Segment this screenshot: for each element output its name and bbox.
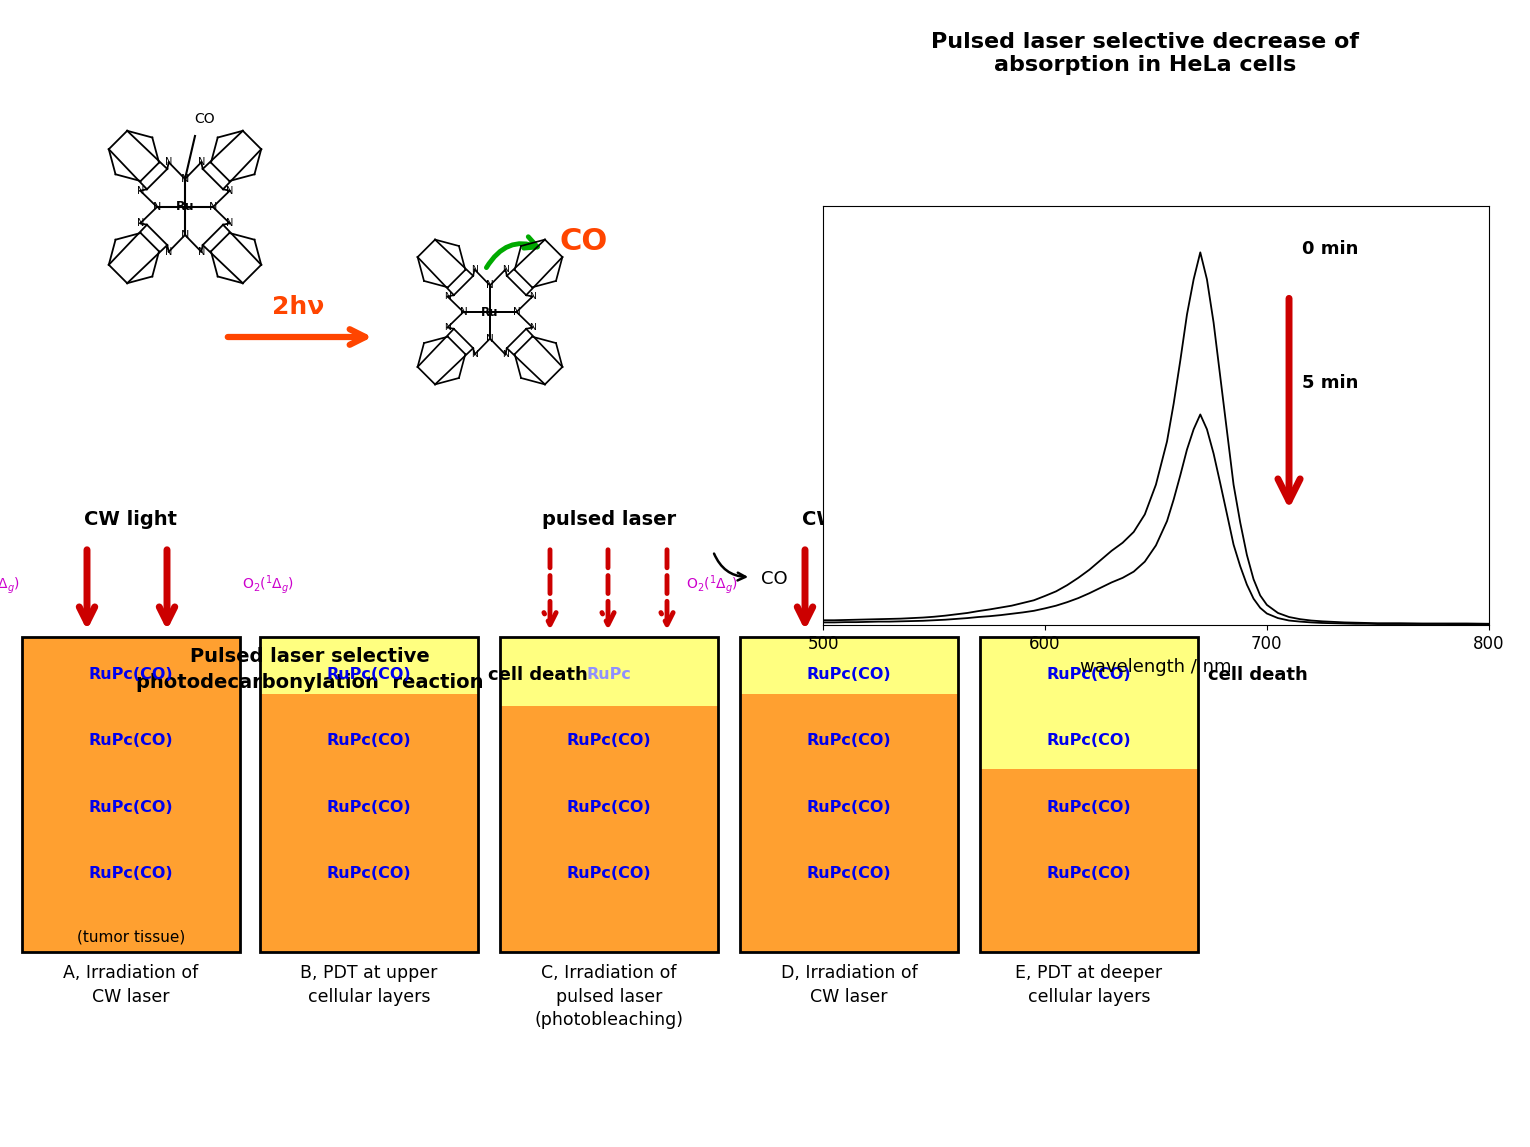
Text: RuPc: RuPc — [586, 668, 632, 682]
Text: C, Irradiation of
pulsed laser
(photobleaching): C, Irradiation of pulsed laser (photoble… — [534, 963, 684, 1029]
Bar — [21, 637, 240, 952]
Text: D, Irradiation of
CW laser: D, Irradiation of CW laser — [780, 963, 918, 1006]
Text: N: N — [197, 247, 205, 257]
Bar — [741, 637, 958, 694]
Text: RuPc(CO): RuPc(CO) — [327, 733, 412, 749]
Bar — [260, 637, 477, 952]
Text: N: N — [136, 186, 144, 196]
Text: Ru: Ru — [176, 201, 194, 213]
Text: O$_2$($^1\Delta_g$): O$_2$($^1\Delta_g$) — [685, 574, 737, 596]
Bar — [500, 707, 718, 952]
Text: 0 min: 0 min — [1302, 240, 1359, 258]
Text: Ru: Ru — [482, 305, 499, 319]
X-axis label: wavelength / nm: wavelength / nm — [1080, 658, 1232, 677]
Text: CW light: CW light — [84, 510, 177, 529]
Text: RuPc(CO): RuPc(CO) — [806, 866, 892, 881]
Text: N: N — [471, 265, 477, 274]
Text: RuPc(CO): RuPc(CO) — [89, 799, 173, 814]
Text: N: N — [487, 334, 494, 344]
Text: RuPc(CO): RuPc(CO) — [1047, 799, 1131, 814]
Text: RuPc(CO): RuPc(CO) — [89, 733, 173, 749]
Text: O$_2$($^1\Delta_g$): O$_2$($^1\Delta_g$) — [959, 574, 1013, 596]
Bar — [981, 770, 1198, 952]
Text: 5 min: 5 min — [1302, 374, 1359, 392]
Text: RuPc(CO): RuPc(CO) — [327, 866, 412, 881]
Text: RuPc(CO): RuPc(CO) — [89, 668, 173, 682]
Text: 2hν: 2hν — [272, 295, 324, 319]
Text: N: N — [444, 323, 451, 331]
Text: N: N — [502, 265, 509, 274]
Text: Pulsed laser selective decrease of
absorption in HeLa cells: Pulsed laser selective decrease of absor… — [930, 32, 1359, 76]
Text: O$_2$($^1\Delta_g$): O$_2$($^1\Delta_g$) — [242, 574, 294, 596]
Text: N: N — [208, 202, 217, 212]
Text: N: N — [487, 280, 494, 290]
Text: N: N — [136, 218, 144, 228]
Text: RuPc(CO): RuPc(CO) — [327, 668, 412, 682]
Bar — [500, 637, 718, 707]
Text: N: N — [197, 157, 205, 167]
Text: RuPc(CO): RuPc(CO) — [806, 799, 892, 814]
Text: N: N — [529, 292, 536, 301]
Text: N: N — [181, 174, 190, 184]
Text: RuPc(CO): RuPc(CO) — [806, 668, 892, 682]
Bar — [741, 694, 958, 952]
Text: N: N — [165, 157, 173, 167]
Text: CW light: CW light — [803, 510, 895, 529]
Text: (tumor tissue): (tumor tissue) — [76, 929, 185, 944]
Text: E, PDT at deeper
cellular layers: E, PDT at deeper cellular layers — [1016, 963, 1163, 1006]
Text: N: N — [226, 218, 234, 228]
Text: RuPc(CO): RuPc(CO) — [566, 866, 652, 881]
Text: Pulsed laser selective
photodecarbonylation  reaction: Pulsed laser selective photodecarbonylat… — [136, 647, 483, 693]
Bar — [21, 637, 240, 952]
Text: O$_2$($^1\Delta_g$): O$_2$($^1\Delta_g$) — [0, 574, 20, 596]
Text: RuPc(CO): RuPc(CO) — [806, 733, 892, 749]
Bar — [260, 637, 477, 694]
Bar — [981, 637, 1198, 952]
Text: RuPc(CO): RuPc(CO) — [1047, 668, 1131, 682]
Text: RuPc(CO): RuPc(CO) — [1047, 866, 1131, 881]
Text: RuPc(CO): RuPc(CO) — [327, 799, 412, 814]
Text: RuPc(CO): RuPc(CO) — [1047, 733, 1131, 749]
Text: RuPc(CO): RuPc(CO) — [566, 799, 652, 814]
Text: N: N — [529, 323, 536, 331]
Text: RuPc(CO): RuPc(CO) — [566, 733, 652, 749]
Text: CO: CO — [560, 227, 609, 257]
Text: CO: CO — [194, 112, 216, 126]
Text: A, Irradiation of
CW laser: A, Irradiation of CW laser — [63, 963, 199, 1006]
Text: N: N — [153, 202, 161, 212]
Text: N: N — [459, 307, 467, 317]
Text: cell death: cell death — [488, 665, 588, 684]
Bar — [741, 637, 958, 952]
Text: pulsed laser: pulsed laser — [542, 510, 676, 529]
Bar — [500, 637, 718, 952]
Text: N: N — [181, 231, 190, 240]
Text: N: N — [444, 292, 451, 301]
Text: N: N — [471, 350, 477, 359]
Bar — [260, 694, 477, 952]
FancyArrowPatch shape — [487, 236, 537, 267]
Text: RuPc(CO): RuPc(CO) — [89, 866, 173, 881]
Text: N: N — [502, 350, 509, 359]
FancyArrowPatch shape — [715, 554, 745, 580]
Text: N: N — [226, 186, 234, 196]
Text: CO: CO — [760, 570, 788, 588]
Text: N: N — [513, 307, 520, 317]
Text: B, PDT at upper
cellular layers: B, PDT at upper cellular layers — [300, 963, 438, 1006]
Bar — [981, 637, 1198, 770]
Text: N: N — [165, 247, 173, 257]
Text: cell death: cell death — [1209, 665, 1308, 684]
